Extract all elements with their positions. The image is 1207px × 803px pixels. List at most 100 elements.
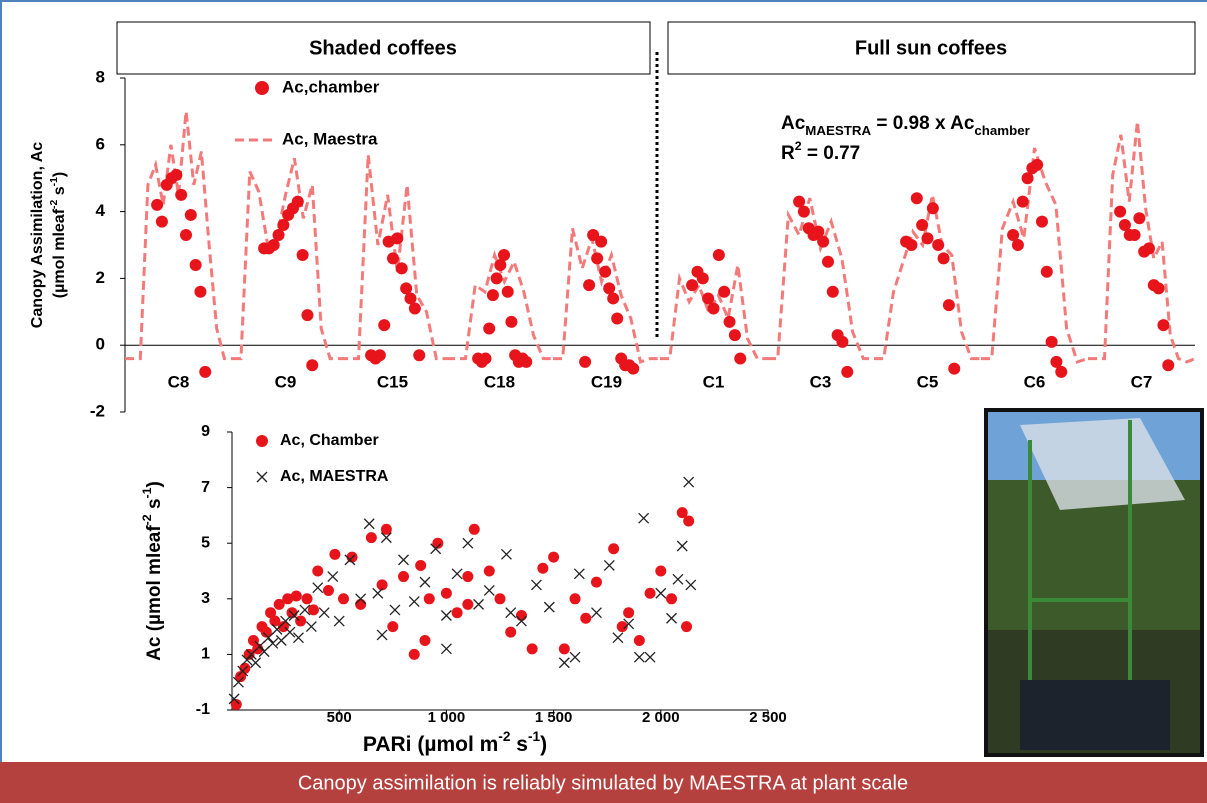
- scatter-point: [398, 554, 409, 566]
- legend-marker: [255, 81, 269, 95]
- scatter-point: [672, 573, 684, 585]
- scatter-point: [655, 565, 667, 577]
- scatter-point: [468, 523, 480, 535]
- chamber-point: [707, 302, 720, 315]
- text-part: Canopy Assimilation, Ac: [29, 142, 46, 329]
- scatter-point: [451, 607, 463, 619]
- legend-marker: [256, 435, 268, 447]
- scatter-point: [494, 593, 506, 605]
- chamber-point: [1007, 228, 1020, 241]
- maestra-line: [981, 147, 1089, 364]
- scatter-point: [398, 571, 410, 583]
- text-part: Ac: [781, 113, 806, 134]
- chamber-point: [921, 232, 934, 245]
- y-tick-label: -1: [196, 701, 210, 718]
- scatter-point: [389, 604, 401, 616]
- scatter-point: [530, 579, 542, 591]
- chamber-point: [599, 265, 612, 278]
- chamber-point: [1040, 265, 1053, 278]
- text-part: s: [510, 733, 528, 756]
- scatter-point: [419, 576, 431, 588]
- chamber-point: [821, 255, 834, 268]
- chamber-point: [483, 322, 496, 335]
- text-part: -1: [528, 729, 541, 744]
- x-tick-label: 2 000: [642, 709, 680, 726]
- scatter-point: [432, 537, 444, 549]
- scatter-point: [301, 593, 313, 605]
- scatter-point: [666, 612, 677, 624]
- scatter-point: [241, 654, 253, 666]
- chamber-point: [194, 285, 207, 298]
- scatter-point: [462, 571, 474, 583]
- scatter-point: [260, 626, 272, 638]
- chamber-point: [910, 192, 923, 205]
- scatter-point: [271, 623, 283, 635]
- scatter-point: [483, 585, 495, 596]
- scatter-point: [408, 596, 420, 608]
- scatter-point: [623, 607, 635, 619]
- scatter-point: [322, 584, 334, 596]
- chamber-point: [686, 279, 699, 292]
- y-tick-label: 7: [201, 479, 210, 496]
- text-part: chamber: [974, 123, 1029, 138]
- scatter-point: [483, 565, 495, 577]
- chamber-point: [1045, 335, 1058, 348]
- chamber-point: [1133, 212, 1146, 225]
- scatter-point: [580, 612, 592, 624]
- chamber-point: [603, 282, 616, 295]
- chamber-point: [932, 239, 945, 251]
- scatter-point: [237, 665, 249, 677]
- y-tick-label: 4: [96, 201, 106, 220]
- chamber-point: [1031, 158, 1044, 171]
- y-tick-label: 6: [96, 134, 105, 153]
- legend-label: Ac,chamber: [282, 77, 380, 96]
- text-part: ): [51, 172, 68, 177]
- scatter-point: [245, 648, 257, 660]
- chamber-point: [905, 239, 918, 251]
- scatter-point: [258, 646, 270, 658]
- scatter-point: [462, 537, 474, 549]
- text-part: -2: [498, 729, 511, 744]
- scatter-point: [633, 651, 645, 663]
- scatter-point: [590, 576, 602, 588]
- chamber-point: [199, 365, 212, 378]
- scatter-point: [230, 698, 242, 710]
- chamber-point: [1157, 319, 1170, 332]
- y-tick-label: 1: [201, 646, 210, 663]
- maestra-line: [1088, 121, 1196, 364]
- chamber-point: [1011, 239, 1024, 251]
- chamber-point: [179, 228, 192, 241]
- chamber-point: [595, 235, 608, 248]
- text-part: -1: [49, 177, 60, 186]
- annotation: AcMAESTRA = 0.98 x Acchamber: [781, 113, 1030, 138]
- scatter-point: [290, 590, 302, 602]
- chamber-point: [1016, 195, 1029, 208]
- category-label: C18: [484, 372, 515, 391]
- chamber-point: [1050, 355, 1063, 368]
- scatter-point: [365, 532, 377, 544]
- scatter-point: [558, 643, 570, 655]
- scatter-point: [269, 615, 281, 627]
- scatter-point: [380, 532, 392, 544]
- chamber-point: [926, 202, 939, 215]
- scatter-point: [284, 626, 296, 638]
- legend-label: Ac, Maestra: [282, 129, 378, 148]
- maestra-line: [232, 157, 339, 361]
- chamber-point: [712, 249, 725, 262]
- y-tick-label: 9: [201, 423, 210, 440]
- scatter-point: [380, 523, 392, 535]
- photo-chamber-top: [1020, 418, 1185, 510]
- photo-base: [1020, 680, 1170, 750]
- chamber-point: [817, 235, 830, 248]
- chamber-point: [1035, 215, 1048, 228]
- scatter-point: [616, 621, 628, 633]
- chamber-point: [611, 312, 624, 325]
- category-label: C5: [917, 372, 939, 391]
- scatter-point: [228, 693, 240, 705]
- scatter-point: [267, 637, 279, 649]
- scatter-point: [288, 610, 300, 621]
- scatter-point: [376, 629, 388, 641]
- scatter-point: [430, 543, 442, 555]
- chamber-point: [400, 282, 413, 295]
- chamber-point: [587, 228, 600, 241]
